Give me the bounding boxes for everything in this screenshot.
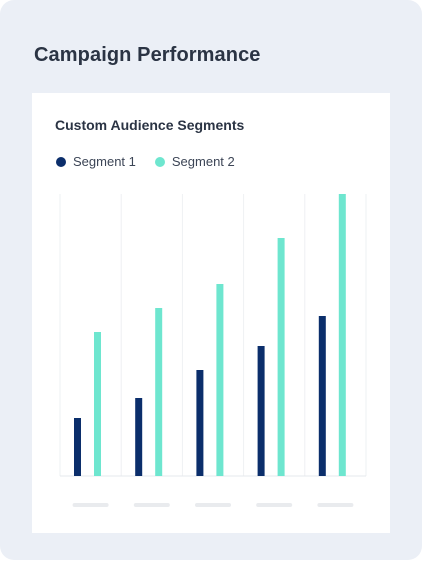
x-axis-labels xyxy=(72,503,354,507)
x-axis-label-1 xyxy=(72,503,109,507)
x-axis-label-2 xyxy=(133,503,170,507)
legend-label-segment-1: Segment 1 xyxy=(73,154,136,169)
page-title: Campaign Performance xyxy=(34,44,261,66)
bar-segment-2-group-2 xyxy=(155,308,163,476)
bar-segment-1-group-3 xyxy=(196,370,204,476)
x-axis-label-4 xyxy=(256,503,293,507)
bar-segment-1-group-5 xyxy=(318,316,326,476)
bar-segment-2-group-4 xyxy=(277,238,285,476)
bar-segment-1-group-2 xyxy=(135,398,143,476)
x-axis-label-5 xyxy=(317,503,354,507)
bar-segment-1-group-1 xyxy=(74,418,81,476)
chart-title: Custom Audience Segments xyxy=(55,117,245,133)
bar-segment-2-group-3 xyxy=(216,284,224,476)
grid-lines xyxy=(59,194,367,477)
chart-card: Custom Audience Segments Segment 1 Segme… xyxy=(32,93,390,533)
bar-chart xyxy=(59,194,367,507)
legend-item-segment-2[interactable]: Segment 2 xyxy=(154,154,235,169)
x-axis-label-3 xyxy=(195,503,231,507)
bar-segment-2-group-5 xyxy=(338,194,346,476)
bar-segment-1-group-4 xyxy=(257,346,265,476)
legend-item-segment-1[interactable]: Segment 1 xyxy=(56,154,136,169)
bars xyxy=(74,194,346,476)
legend-marker-segment-2 xyxy=(154,156,165,167)
chart-legend: Segment 1 Segment 2 xyxy=(56,154,254,169)
legend-label-segment-2: Segment 2 xyxy=(171,154,235,169)
bar-segment-2-group-1 xyxy=(94,332,101,476)
legend-marker-segment-1 xyxy=(56,156,66,167)
